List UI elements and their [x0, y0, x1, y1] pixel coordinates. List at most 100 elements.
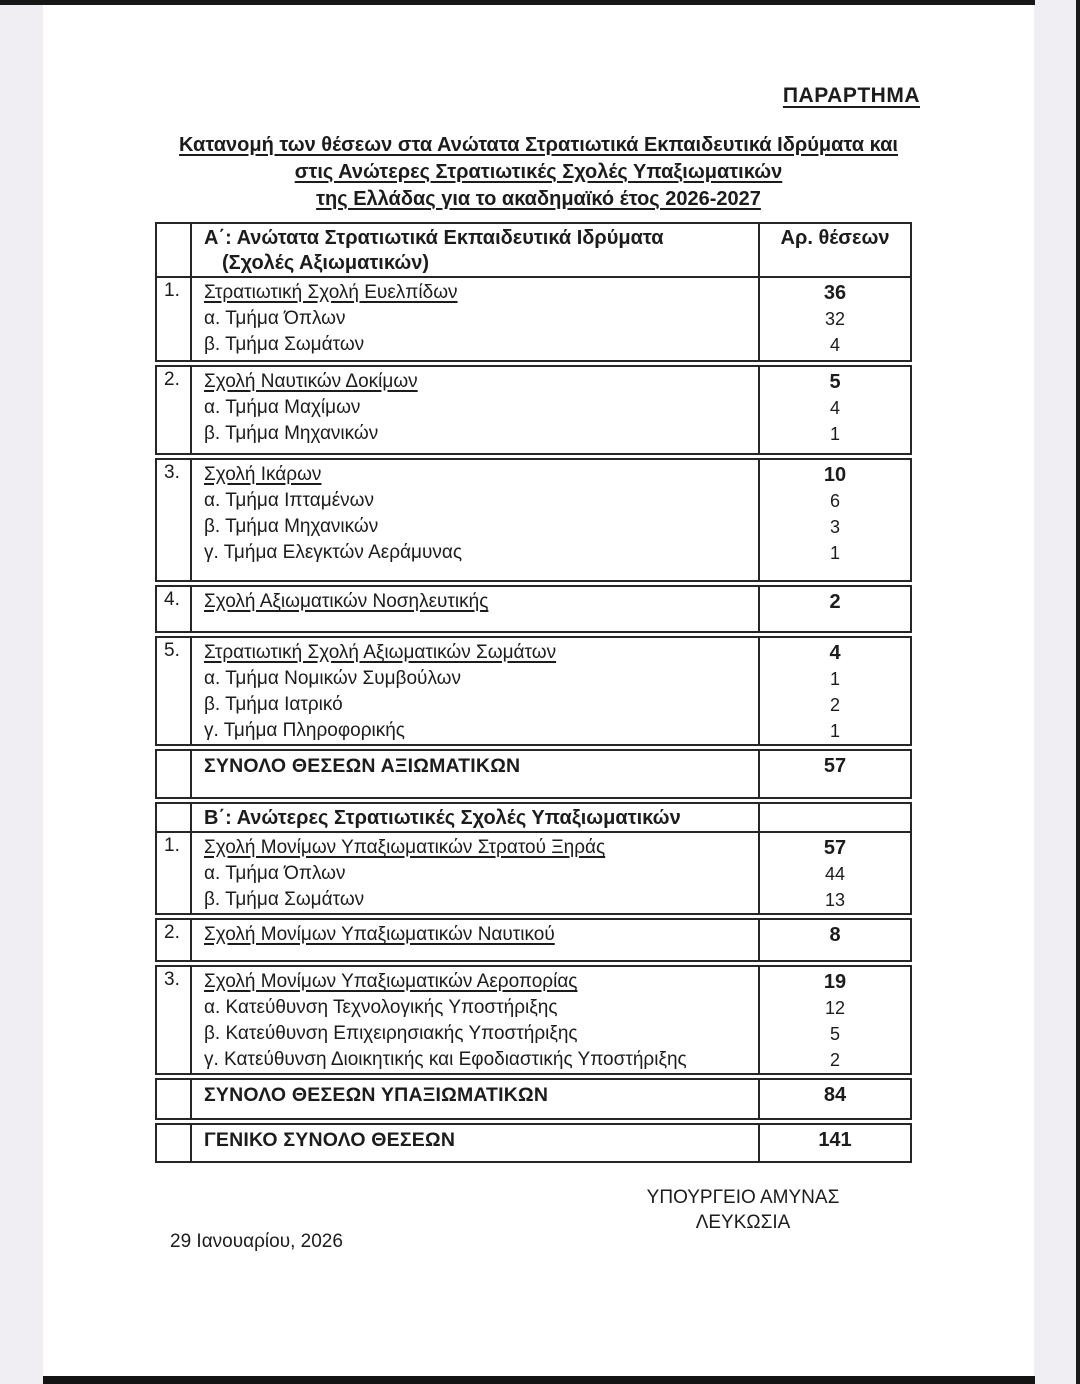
seat-count-sub: 1	[829, 424, 840, 444]
ministry-city: ΛΕΥΚΩΣΙΑ	[695, 1212, 791, 1233]
sub-department: γ. Τμήμα Πληροφορικής	[204, 720, 405, 741]
school-name: Στρατιωτική Σχολή Αξιωματικών Σωμάτων	[204, 642, 557, 663]
seat-count-sub: 2	[829, 695, 840, 715]
sub-department: α. Τμήμα Ιπταμένων	[204, 490, 374, 511]
row-number: 2.	[157, 367, 192, 453]
section-a-subtitle: (Σχολές Αξιωματικών)	[222, 252, 430, 274]
total-row: ΣΥΝΟΛΟ ΘΕΣΕΩΝ ΑΞΙΩΜΑΤΙΚΩΝ 57	[157, 751, 910, 797]
seat-count-total: 2	[829, 591, 841, 613]
sub-department: β. Τμήμα Σωμάτων	[204, 334, 365, 355]
scan-edge-right	[1076, 0, 1080, 1384]
seat-count-total: 4	[829, 642, 841, 664]
school-name: Σχολή Μονίμων Υπαξιωματικών Στρατού Ξηρά…	[204, 837, 606, 858]
seat-count-sub: 1	[829, 543, 840, 563]
seat-count-total: 36	[823, 282, 847, 304]
section-a-total-block: ΣΥΝΟΛΟ ΘΕΣΕΩΝ ΑΞΙΩΜΑΤΙΚΩΝ 57	[155, 749, 912, 799]
section-a-block: Α΄: Ανώτατα Στρατιωτικά Εκπαιδευτικά Ιδρ…	[155, 222, 912, 362]
table-row: 5. Στρατιωτική Σχολή Αξιωματικών Σωμάτων…	[157, 638, 910, 744]
table-row: 3. Σχολή Ικάρων α. Τμήμα Ιπταμένων β. Τμ…	[157, 460, 910, 580]
row-number-cell	[157, 1080, 192, 1118]
seat-count-sub: 12	[824, 998, 846, 1018]
sub-department: β. Τμήμα Σωμάτων	[204, 889, 365, 910]
section-b-total-block: ΣΥΝΟΛΟ ΘΕΣΕΩΝ ΥΠΑΞΙΩΜΑΤΙΚΩΝ 84	[155, 1078, 912, 1120]
sub-department: α. Τμήμα Όπλων	[204, 308, 346, 329]
table-row: 2. Σχολή Ναυτικών Δοκίμων α. Τμήμα Μαχίμ…	[157, 367, 910, 453]
seat-count-total: 10	[823, 464, 847, 486]
total-label: ΣΥΝΟΛΟ ΘΕΣΕΩΝ ΥΠΑΞΙΩΜΑΤΙΚΩΝ	[204, 1084, 549, 1106]
total-label: ΣΥΝΟΛΟ ΘΕΣΕΩΝ ΑΞΙΩΜΑΤΙΚΩΝ	[204, 755, 521, 777]
table-row: 4. Σχολή Αξιωματικών Νοσηλευτικής 2	[157, 587, 910, 631]
sub-direction: γ. Κατεύθυνση Διοικητικής και Εφοδιαστικ…	[204, 1049, 687, 1070]
sub-department: α. Τμήμα Νομικών Συμβούλων	[204, 668, 461, 689]
grand-total-label: ΓΕΝΙΚΟ ΣΥΝΟΛΟ ΘΕΣΕΩΝ	[204, 1129, 456, 1151]
sub-department: α. Τμήμα Μαχίμων	[204, 397, 361, 418]
seat-count-sub: 4	[829, 335, 840, 355]
row-number: 1.	[157, 833, 192, 913]
signature-block: ΥΠΟΥΡΓΕΙΟ ΑΜΥΝΑΣ ΛΕΥΚΩΣΙΑ	[637, 1185, 849, 1235]
table-row-block: 2. Σχολή Ναυτικών Δοκίμων α. Τμήμα Μαχίμ…	[155, 365, 912, 455]
table-row-block: 2. Σχολή Μονίμων Υπαξιωματικών Ναυτικού …	[155, 918, 912, 962]
total-row: ΣΥΝΟΛΟ ΘΕΣΕΩΝ ΥΠΑΞΙΩΜΑΤΙΚΩΝ 84	[157, 1080, 910, 1118]
school-name: Σχολή Ναυτικών Δοκίμων	[204, 371, 418, 392]
table-row-block: 4. Σχολή Αξιωματικών Νοσηλευτικής 2	[155, 585, 912, 633]
table-row: 3. Σχολή Μονίμων Υπαξιωματικών Αεροπορία…	[157, 967, 910, 1073]
grand-total-value: 141	[818, 1129, 852, 1151]
row-number: 1.	[157, 278, 192, 360]
row-number-cell	[157, 1125, 192, 1161]
sub-department: γ. Τμήμα Ελεγκτών Αεράμυνας	[204, 542, 463, 563]
seat-count-sub: 2	[829, 1050, 840, 1070]
row-number-cell	[157, 804, 192, 831]
seat-count-sub: 1	[829, 721, 840, 741]
school-name: Στρατιωτική Σχολή Ευελπίδων	[204, 282, 458, 303]
section-b-header-row: Β΄: Ανώτερες Στρατιωτικές Σχολές Υπαξιωμ…	[157, 804, 910, 833]
row-number: 5.	[157, 638, 192, 744]
row-number-cell	[157, 751, 192, 797]
seat-count-sub: 13	[824, 890, 846, 910]
positions-table: Α΄: Ανώτατα Στρατιωτικά Εκπαιδευτικά Ιδρ…	[155, 222, 912, 1166]
seat-count-total: 19	[823, 971, 847, 993]
title-line-3: της Ελλάδας για το ακαδημαϊκό έτος 2026-…	[316, 188, 761, 210]
appendix-label: ΠΑΡΑΡΤΗΜΑ	[782, 84, 920, 107]
seat-count-sub: 3	[829, 517, 840, 537]
row-number: 3.	[157, 460, 192, 580]
sub-direction: α. Κατεύθυνση Τεχνολογικής Υποστήριξης	[204, 997, 558, 1018]
title-line-1: Κατανομή των θέσεων στα Ανώτατα Στρατιωτ…	[179, 134, 898, 156]
seat-count-sub: 32	[824, 309, 846, 329]
row-number: 4.	[157, 587, 192, 631]
seats-column-header: Αρ. θέσεων	[780, 227, 890, 249]
ministry-name: ΥΠΟΥΡΓΕΙΟ ΑΜΥΝΑΣ	[646, 1187, 840, 1208]
total-value: 57	[823, 755, 847, 777]
table-row-block: 3. Σχολή Ικάρων α. Τμήμα Ιπταμένων β. Τμ…	[155, 458, 912, 582]
sub-direction: β. Κατεύθυνση Επιχειρησιακής Υποστήριξης	[204, 1023, 578, 1044]
section-b-title: Β΄: Ανώτερες Στρατιωτικές Σχολές Υπαξιωμ…	[204, 807, 681, 829]
table-row: 2. Σχολή Μονίμων Υπαξιωματικών Ναυτικού …	[157, 920, 910, 960]
sub-department: β. Τμήμα Ιατρικό	[204, 694, 343, 715]
section-a-header-row: Α΄: Ανώτατα Στρατιωτικά Εκπαιδευτικά Ιδρ…	[157, 224, 910, 278]
school-name: Σχολή Μονίμων Υπαξιωματικών Ναυτικού	[204, 924, 555, 945]
title-line-2: στις Ανώτερες Στρατιωτικές Σχολές Υπαξιω…	[294, 161, 783, 183]
table-row-block: 5. Στρατιωτική Σχολή Αξιωματικών Σωμάτων…	[155, 636, 912, 746]
table-row: 1. Σχολή Μονίμων Υπαξιωματικών Στρατού Ξ…	[157, 833, 910, 913]
table-row: 1. Στρατιωτική Σχολή Ευελπίδων α. Τμήμα …	[157, 278, 910, 360]
seat-count-total: 5	[829, 371, 841, 393]
document-page: ΠΑΡΑΡΤΗΜΑ Κατανομή των θέσεων στα Ανώτατ…	[43, 5, 1034, 1376]
grand-total-block: ΓΕΝΙΚΟ ΣΥΝΟΛΟ ΘΕΣΕΩΝ 141	[155, 1123, 912, 1163]
sub-department: α. Τμήμα Όπλων	[204, 863, 346, 884]
scan-edge-bottom	[43, 1376, 1035, 1384]
total-value: 84	[823, 1084, 847, 1106]
section-a-title: Α΄: Ανώτατα Στρατιωτικά Εκπαιδευτικά Ιδρ…	[204, 227, 664, 249]
seat-count-sub: 1	[829, 669, 840, 689]
sub-department: β. Τμήμα Μηχανικών	[204, 516, 379, 537]
row-number: 2.	[157, 920, 192, 960]
seat-count-sub: 5	[829, 1024, 840, 1044]
school-name: Σχολή Ικάρων	[204, 464, 322, 485]
seat-count-total: 57	[823, 837, 847, 859]
grand-total-row: ΓΕΝΙΚΟ ΣΥΝΟΛΟ ΘΕΣΕΩΝ 141	[157, 1125, 910, 1161]
school-name: Σχολή Μονίμων Υπαξιωματικών Αεροπορίας	[204, 971, 578, 992]
sub-department: β. Τμήμα Μηχανικών	[204, 423, 379, 444]
row-number-cell	[157, 224, 192, 276]
seat-count-sub: 6	[829, 491, 840, 511]
row-number: 3.	[157, 967, 192, 1073]
table-row-block: 3. Σχολή Μονίμων Υπαξιωματικών Αεροπορία…	[155, 965, 912, 1075]
